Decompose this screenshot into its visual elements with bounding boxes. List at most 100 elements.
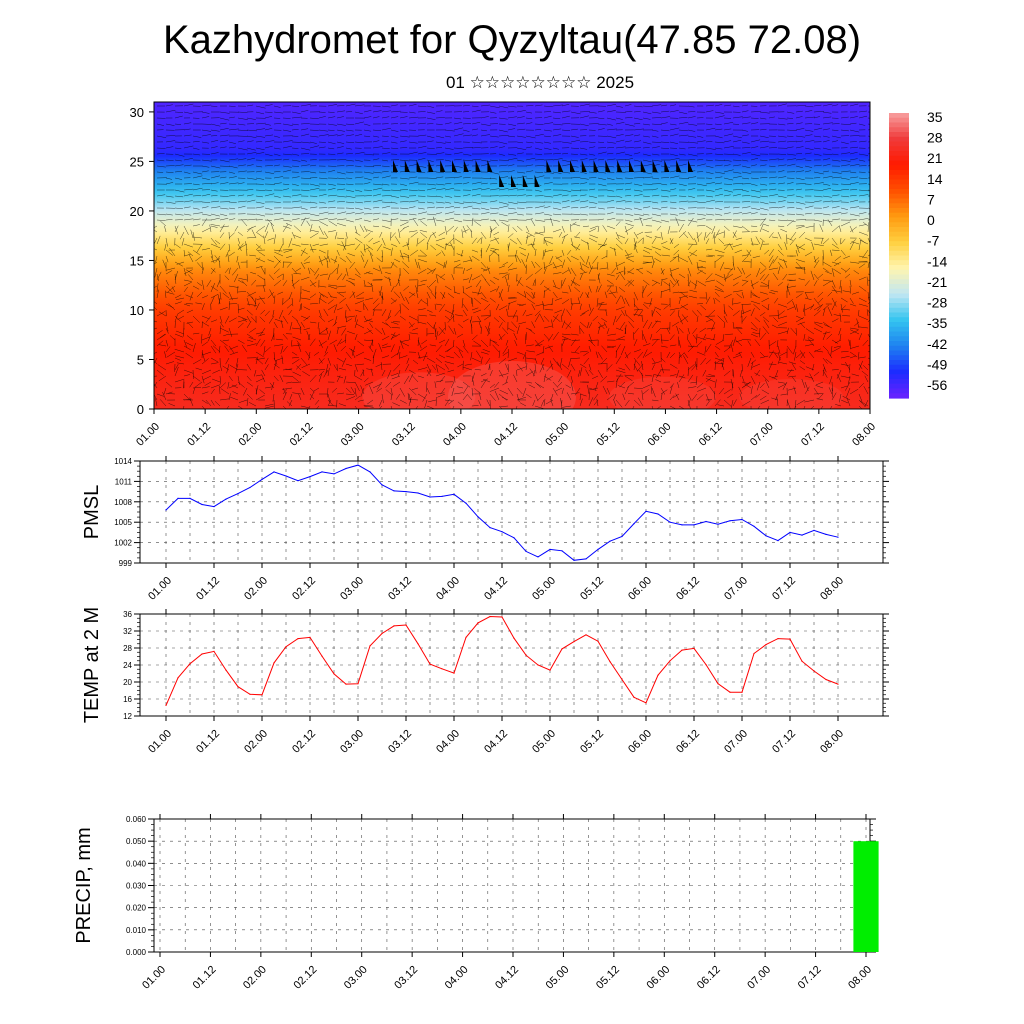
wind-vector [291, 194, 302, 197]
wind-vector [480, 218, 489, 221]
wind-vector [282, 345, 288, 353]
wind-vector [723, 177, 734, 181]
wind-vector [757, 405, 761, 409]
y-tick-label: 36 [123, 610, 132, 619]
wind-vector [291, 279, 300, 287]
wind-vector [588, 322, 593, 329]
wind-vector [579, 147, 588, 150]
wind-vector [660, 141, 670, 143]
wind-vector [721, 362, 725, 371]
wind-vector [741, 183, 751, 185]
wind-vector [192, 171, 203, 175]
data-point [309, 636, 311, 639]
wind-vector [588, 285, 592, 293]
wind-vector [300, 123, 310, 125]
wind-vector [776, 396, 779, 407]
wind-vector [723, 159, 732, 162]
wind-vector [318, 211, 329, 215]
wind-vector [525, 117, 533, 120]
wind-vector [586, 321, 590, 329]
wind-vector [531, 303, 536, 311]
wind-vector [183, 218, 194, 221]
data-point [405, 491, 407, 493]
wind-vector [561, 308, 565, 317]
wind-vector [570, 351, 580, 354]
wind-vector [825, 271, 833, 275]
jet-flag [558, 160, 564, 172]
colorbar-band [889, 146, 909, 152]
wind-vector [273, 249, 283, 252]
wind-vector [534, 248, 537, 257]
wind-vector [345, 363, 353, 367]
wind-vector [219, 218, 229, 221]
wind-vector [192, 375, 201, 382]
wind-vector [858, 240, 861, 251]
wind-vector [183, 200, 193, 203]
wind-vector [777, 383, 787, 389]
wind-vector [615, 399, 623, 408]
wind-vector [678, 374, 685, 383]
wind-vector [282, 261, 285, 269]
wind-vector [669, 395, 675, 401]
wind-vector [228, 384, 238, 389]
wind-vector [154, 301, 158, 305]
wind-vector [600, 375, 608, 383]
wind-vector [498, 322, 503, 329]
wind-vector [282, 389, 288, 395]
wind-vector [759, 224, 764, 233]
wind-vector [831, 135, 841, 139]
wind-vector [831, 194, 840, 197]
wind-vector [759, 237, 765, 243]
wind-vector [444, 285, 452, 291]
wind-vector [813, 273, 819, 280]
wind-vector [372, 207, 380, 209]
wind-vector [471, 249, 479, 253]
wind-vector [741, 165, 751, 169]
wind-vector [246, 315, 251, 322]
wind-vector [831, 237, 838, 246]
wind-vector [823, 324, 833, 329]
wind-vector [435, 357, 443, 364]
wind-vector [795, 116, 803, 119]
wind-vector [235, 363, 239, 374]
wind-vector [318, 201, 326, 204]
wind-vector [435, 285, 437, 295]
wind-vector [534, 363, 537, 374]
wind-vector [651, 364, 655, 371]
wind-vector [513, 332, 518, 341]
wind-vector [531, 321, 536, 329]
wind-vector [247, 291, 257, 297]
wind-vector [255, 195, 263, 198]
wind-vector [444, 195, 453, 198]
wind-vector [176, 330, 185, 335]
wind-vector [202, 351, 212, 356]
wind-vector [669, 141, 679, 144]
wind-vector [606, 158, 616, 161]
wind-vector [795, 267, 806, 270]
wind-vector [432, 232, 437, 239]
wind-vector [804, 386, 810, 395]
wind-vector [704, 345, 707, 354]
wind-vector [602, 225, 608, 233]
wind-vector [849, 141, 857, 143]
wind-vector [372, 129, 382, 132]
wind-vector [822, 367, 825, 377]
wind-vector [642, 201, 652, 203]
wind-vector [462, 285, 464, 294]
data-point [753, 652, 755, 655]
wind-vector [280, 320, 284, 329]
wind-vector [579, 271, 588, 275]
wind-vector [844, 273, 851, 279]
wind-vector [543, 141, 551, 144]
wind-vector [588, 369, 594, 376]
wind-vector [345, 309, 347, 319]
wind-vector [615, 122, 625, 125]
wind-vector [262, 285, 266, 293]
wind-vector [408, 176, 418, 179]
wind-vector [579, 398, 583, 407]
wind-vector [642, 279, 650, 286]
wind-vector [596, 297, 599, 307]
wind-vector [786, 220, 794, 227]
wind-vector [390, 243, 398, 247]
wind-vector [417, 337, 420, 347]
